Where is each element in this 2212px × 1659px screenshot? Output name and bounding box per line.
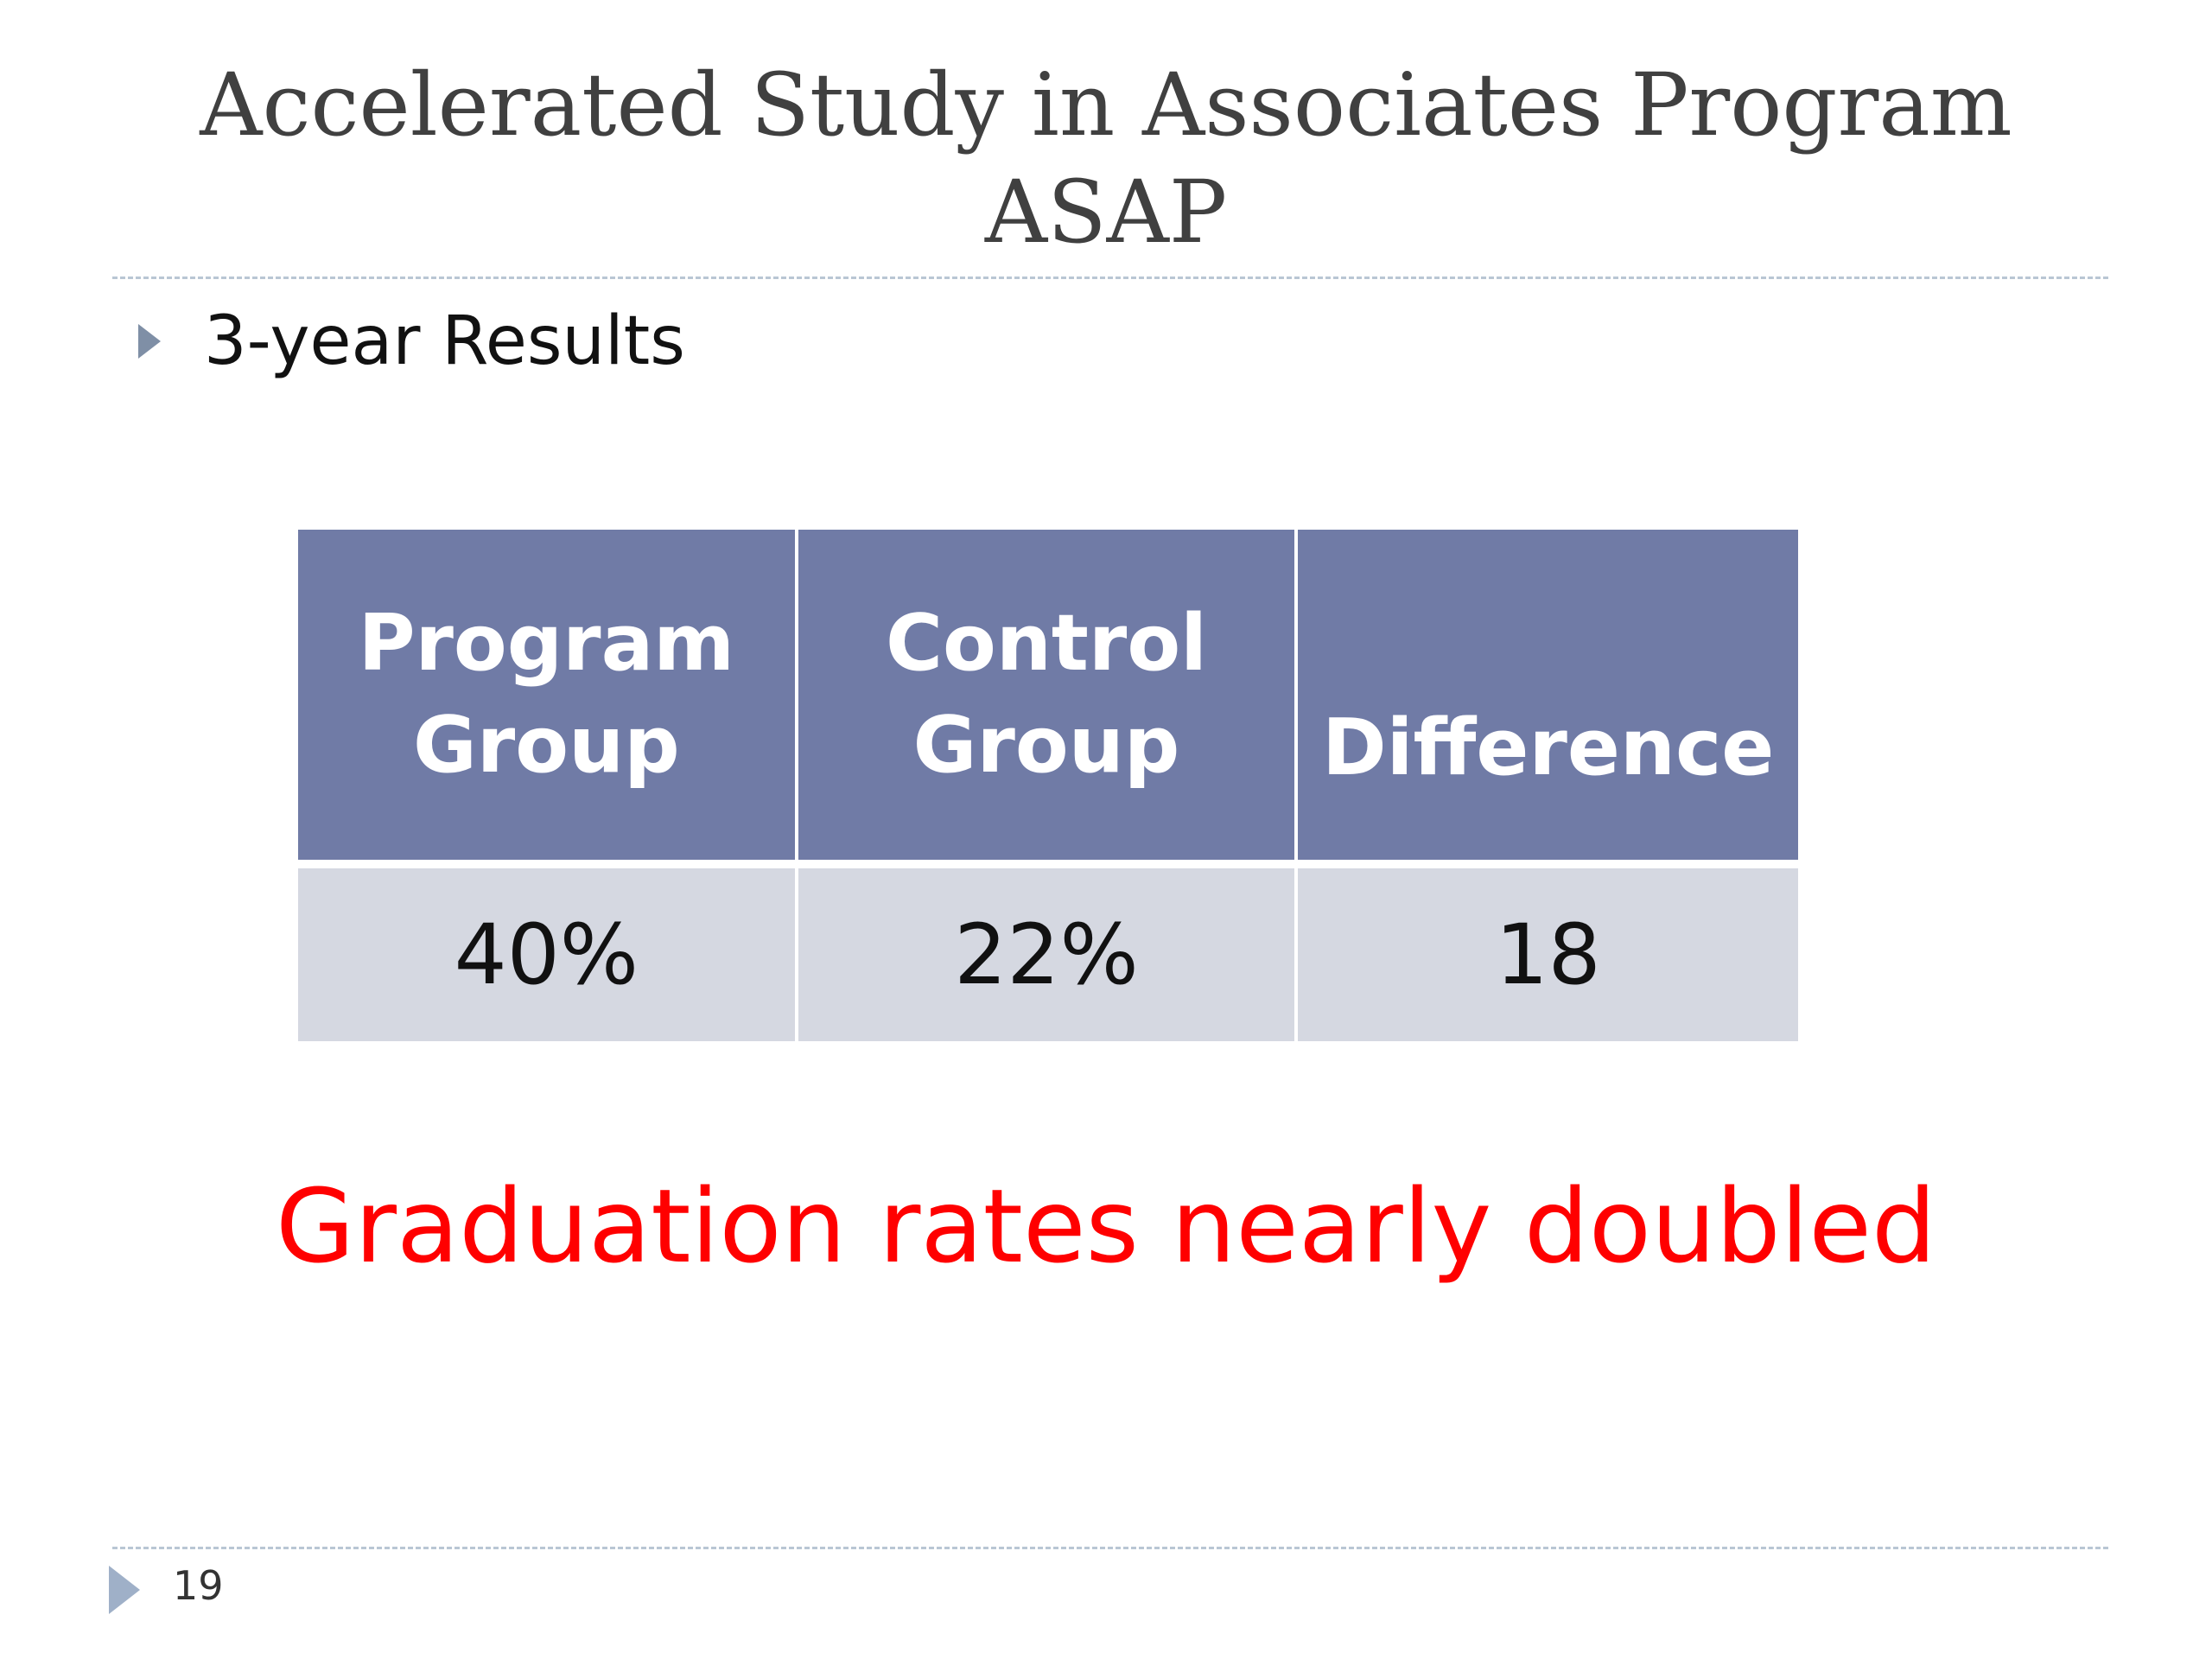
- title-line-2: ASAP: [984, 162, 1228, 263]
- bottom-divider: [112, 1547, 2108, 1549]
- bullet-text: 3-year Results: [204, 302, 685, 380]
- cell-difference: 18: [1298, 868, 1798, 1041]
- table-row: 40% 22% 18: [298, 868, 1798, 1041]
- top-divider: [112, 276, 2108, 279]
- bullet-item: 3-year Results: [138, 302, 685, 380]
- callout-text: Graduation rates nearly doubled: [276, 1166, 1936, 1286]
- header-difference-label: Difference: [1321, 702, 1775, 793]
- header-program-group-label: Program Group: [358, 598, 735, 791]
- cell-control-group: 22%: [798, 868, 1299, 1041]
- header-control-group: Control Group: [798, 530, 1299, 868]
- cell-program-group: 40%: [298, 868, 798, 1041]
- header-control-group-label: Control Group: [885, 598, 1207, 791]
- header-difference: Difference: [1298, 530, 1798, 868]
- slide-title: Accelerated Study in Associates Program …: [112, 52, 2100, 266]
- triangle-right-icon: [138, 324, 161, 359]
- footer-triangle-icon: [109, 1566, 140, 1614]
- title-line-1: Accelerated Study in Associates Program: [200, 54, 2012, 156]
- header-program-group: Program Group: [298, 530, 798, 868]
- table-header-row: Program Group Control Group Difference: [298, 530, 1798, 868]
- results-table: Program Group Control Group Difference 4…: [298, 530, 1798, 1041]
- page-number: 19: [173, 1562, 224, 1609]
